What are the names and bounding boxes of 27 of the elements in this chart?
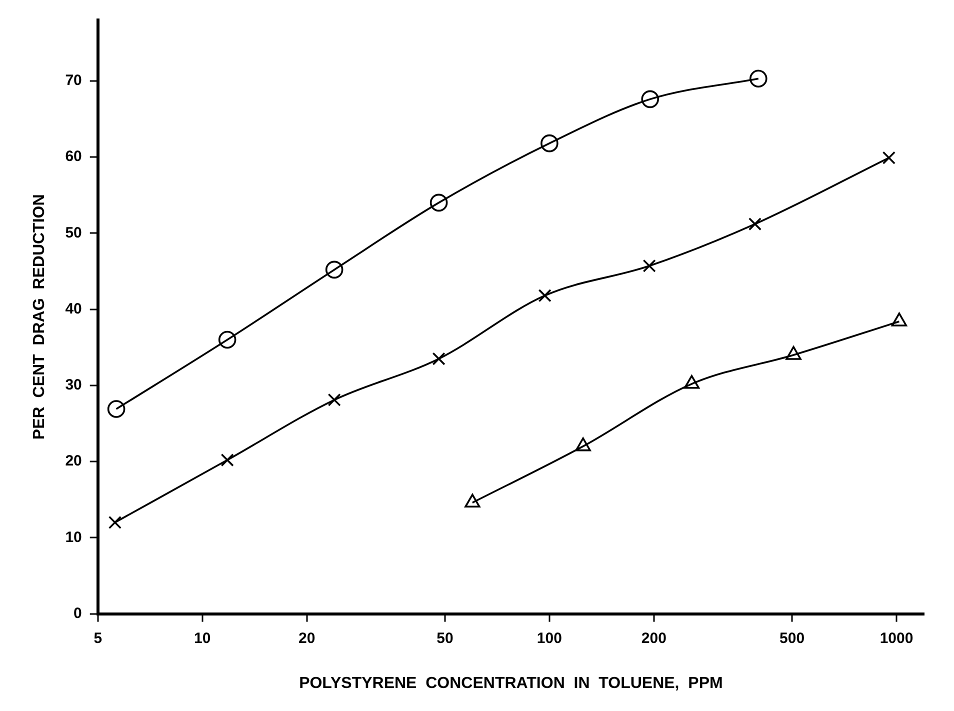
point [430,194,448,212]
x-axis-title: POLYSTYRENE CONCENTRATION IN TOLUENE, PPM [299,674,723,692]
point [750,70,768,88]
y-axis-title: PER CENT DRAG REDUCTION [31,194,48,440]
point [538,289,552,302]
point [218,330,236,349]
point [220,453,234,467]
x-tick-label: 5 [94,630,102,647]
point [432,352,446,366]
point [325,260,344,279]
y-tick-label: 60 [65,148,82,166]
y-tick-label: 0 [74,604,82,622]
y-tick-label: 20 [65,452,82,470]
y-tick-label: 10 [65,528,82,546]
point [641,90,660,108]
x-tick-label: 10 [194,630,211,647]
x-tick-label: 200 [641,630,666,647]
x-tick-label: 20 [298,630,316,647]
x-tick-label: 1000 [880,630,914,647]
y-tick-label: 70 [65,72,82,90]
point [328,393,341,406]
x-tick-label: 50 [436,630,454,647]
y-tick-label: 40 [65,300,82,318]
y-tick-label: 50 [65,224,82,242]
y-tick-label: 30 [65,376,82,394]
x-tick-label: 500 [780,630,805,647]
x-tick-label: 100 [536,630,562,647]
